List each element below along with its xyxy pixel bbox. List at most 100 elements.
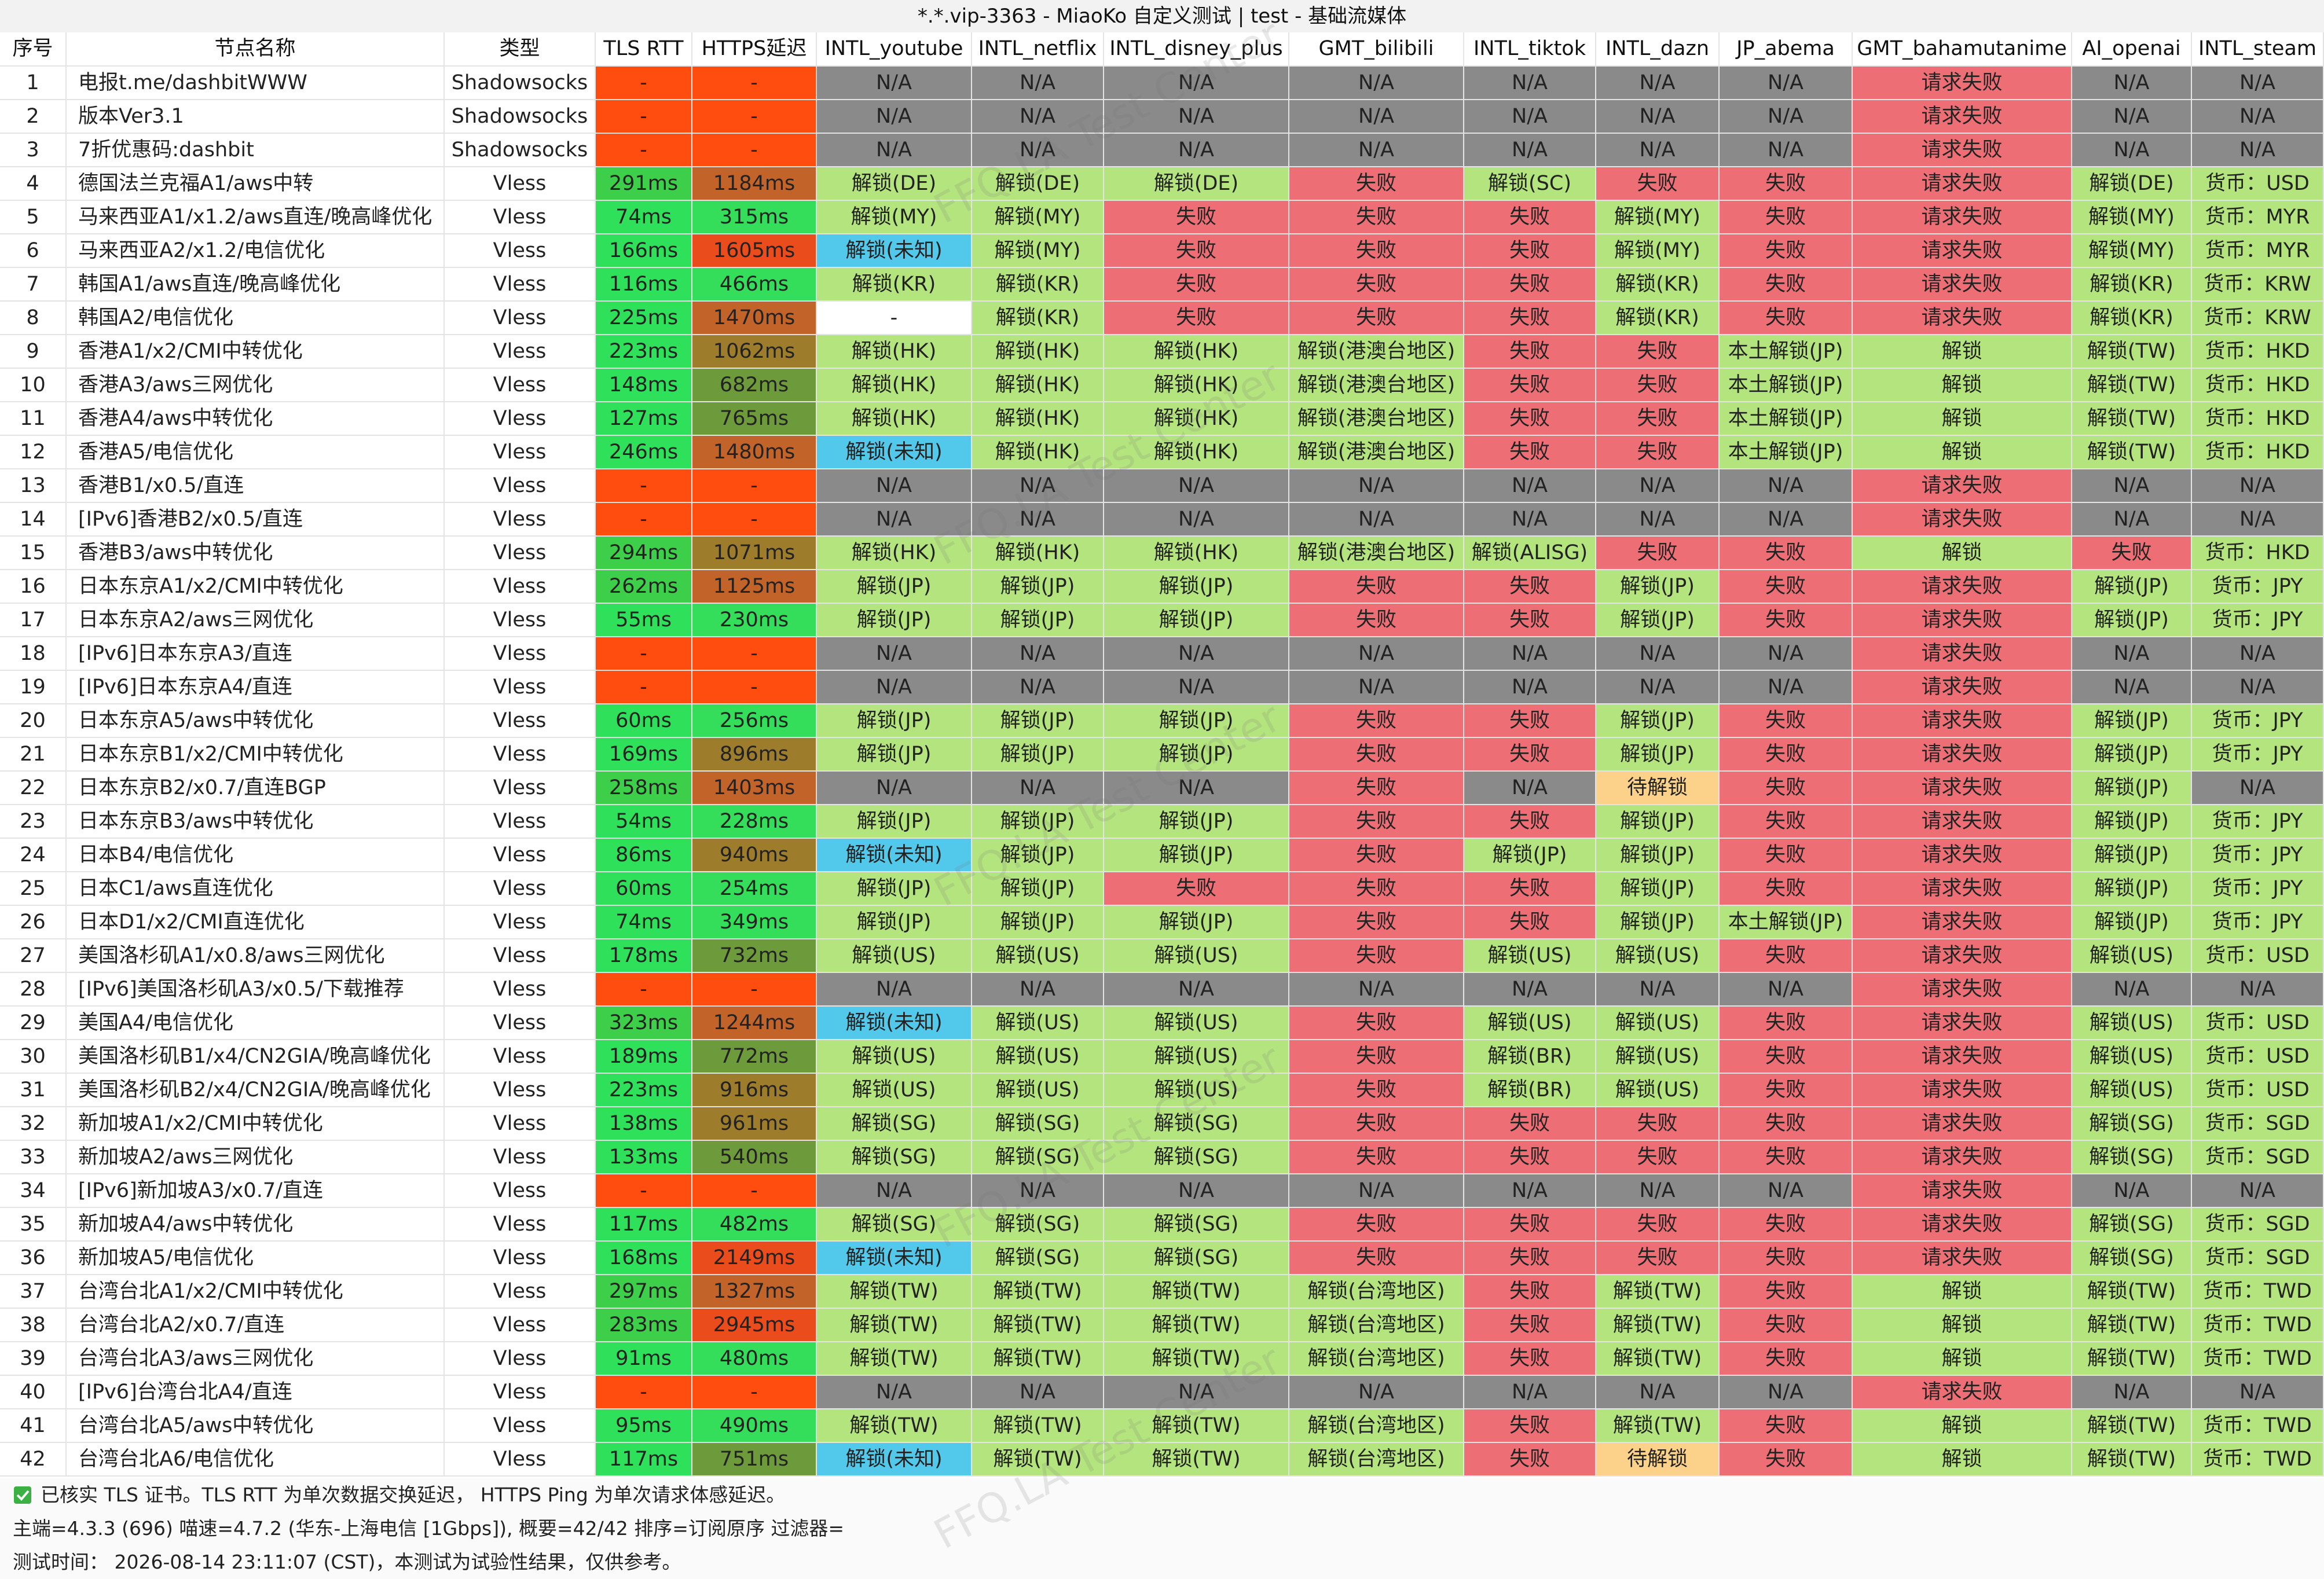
https-latency: 466ms (692, 268, 817, 302)
test-result: 解锁(SG) (817, 1141, 972, 1174)
tls-rtt: 258ms (596, 772, 692, 805)
test-result: 失败 (1720, 167, 1853, 201)
test-result: 解锁(JP) (2072, 805, 2192, 839)
test-result: 解锁(DE) (1104, 167, 1289, 201)
https-latency: 1071ms (692, 537, 817, 570)
test-result: 解锁(TW) (2072, 436, 2192, 469)
row-index: 9 (0, 335, 67, 369)
test-result: 请求失败 (1853, 134, 2072, 167)
https-latency: 2945ms (692, 1309, 817, 1342)
tls-rtt: - (596, 134, 692, 167)
test-result: 解锁(港澳台地区) (1289, 537, 1464, 570)
test-result: 解锁(US) (2072, 1007, 2192, 1040)
test-result: 解锁(TW) (1596, 1409, 1720, 1443)
test-result: N/A (1596, 503, 1720, 537)
test-result: N/A (2192, 469, 2324, 503)
test-result: 请求失败 (1853, 671, 2072, 704)
test-result: N/A (2072, 973, 2192, 1007)
test-result: N/A (972, 671, 1104, 704)
footer-meta: 主端=4.3.3 (696) 喵速=4.7.2 (华东-上海电信 [1Gbps]… (0, 1512, 2324, 1545)
test-result: 请求失败 (1853, 1074, 2072, 1107)
test-result: 解锁(US) (972, 939, 1104, 973)
test-result: 请求失败 (1853, 973, 2072, 1007)
test-result: N/A (1104, 772, 1289, 805)
test-result: 解锁(SG) (2072, 1208, 2192, 1242)
test-result: 失败 (1289, 1007, 1464, 1040)
tls-rtt: 223ms (596, 1074, 692, 1107)
node-name: [IPv6]台湾台北A4/直连 (67, 1376, 445, 1409)
test-result: 货币：SGD (2192, 1242, 2324, 1275)
test-result: 解锁(JP) (2072, 738, 2192, 772)
tls-rtt: 148ms (596, 369, 692, 402)
test-result: 本土解锁(JP) (1720, 436, 1853, 469)
test-result: 解锁(KR) (1596, 302, 1720, 335)
test-result: 失败 (1464, 335, 1596, 369)
test-result: N/A (2072, 1174, 2192, 1208)
test-result: 失败 (1464, 1309, 1596, 1342)
test-result: N/A (817, 1174, 972, 1208)
https-latency: 772ms (692, 1040, 817, 1074)
test-result: 货币：JPY (2192, 604, 2324, 637)
row-index: 38 (0, 1309, 67, 1342)
test-result: 解锁(KR) (972, 268, 1104, 302)
test-result: N/A (1289, 671, 1464, 704)
test-result: N/A (2072, 100, 2192, 134)
test-result: N/A (972, 469, 1104, 503)
row-index: 5 (0, 201, 67, 234)
tls-rtt: 54ms (596, 805, 692, 839)
row-index: 25 (0, 872, 67, 906)
test-result: 失败 (1464, 872, 1596, 906)
test-result: N/A (972, 973, 1104, 1007)
tls-rtt: 133ms (596, 1141, 692, 1174)
test-result: N/A (1720, 134, 1853, 167)
node-type: Vless (445, 1174, 596, 1208)
test-result: 解锁 (1853, 1309, 2072, 1342)
node-type: Vless (445, 1342, 596, 1376)
test-result: 货币：JPY (2192, 738, 2324, 772)
test-result: 失败 (1104, 201, 1289, 234)
node-type: Vless (445, 973, 596, 1007)
test-result: 失败 (1720, 1409, 1853, 1443)
test-result: 解锁(US) (1104, 939, 1289, 973)
test-result: 解锁(SG) (972, 1208, 1104, 1242)
test-result: N/A (1464, 1376, 1596, 1409)
test-result: 货币：TWD (2192, 1443, 2324, 1477)
node-type: Shadowsocks (445, 100, 596, 134)
test-result: 失败 (2072, 537, 2192, 570)
https-latency: 732ms (692, 939, 817, 973)
node-type: Vless (445, 402, 596, 436)
row-index: 31 (0, 1074, 67, 1107)
test-result: 解锁(HK) (972, 335, 1104, 369)
test-result: N/A (1596, 134, 1720, 167)
https-latency: 482ms (692, 1208, 817, 1242)
test-result: 失败 (1720, 1309, 1853, 1342)
test-result: 失败 (1289, 772, 1464, 805)
test-result: 解锁(SC) (1464, 167, 1596, 201)
test-result: 解锁(KR) (817, 268, 972, 302)
test-result: 货币：HKD (2192, 369, 2324, 402)
row-index: 34 (0, 1174, 67, 1208)
test-result: 货币：MYR (2192, 201, 2324, 234)
test-result: 失败 (1289, 1208, 1464, 1242)
test-result: 解锁(HK) (972, 369, 1104, 402)
test-result: 解锁(未知) (817, 1007, 972, 1040)
test-result: N/A (1289, 67, 1464, 100)
node-name: 新加坡A1/x2/CMI中转优化 (67, 1107, 445, 1141)
node-type: Vless (445, 503, 596, 537)
https-latency: 315ms (692, 201, 817, 234)
test-result: N/A (817, 469, 972, 503)
row-index: 28 (0, 973, 67, 1007)
test-result: 货币：TWD (2192, 1342, 2324, 1376)
row-index: 37 (0, 1275, 67, 1309)
test-result: 请求失败 (1853, 1007, 2072, 1040)
node-type: Vless (445, 537, 596, 570)
test-result: 失败 (1720, 1107, 1853, 1141)
test-result: 货币：SGD (2192, 1141, 2324, 1174)
test-result: 失败 (1464, 738, 1596, 772)
node-name: 日本东京A2/aws三网优化 (67, 604, 445, 637)
test-result: 解锁(KR) (1596, 268, 1720, 302)
tls-rtt: - (596, 1376, 692, 1409)
test-result: N/A (1720, 973, 1853, 1007)
tls-rtt: 60ms (596, 704, 692, 738)
node-name: 美国洛杉矶B1/x4/CN2GIA/晚高峰优化 (67, 1040, 445, 1074)
